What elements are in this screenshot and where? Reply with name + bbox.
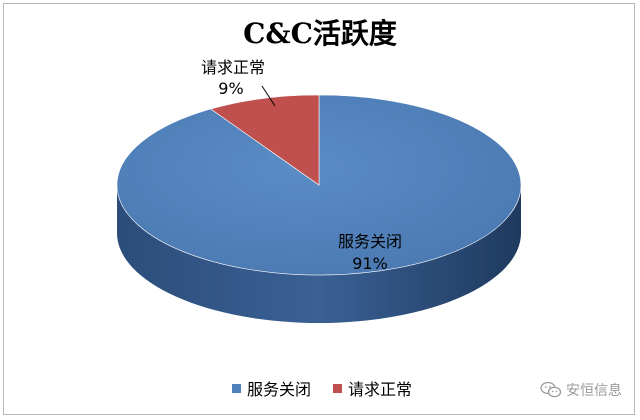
wechat-icon [540, 381, 562, 398]
chart-title: C&C活跃度 [243, 17, 397, 50]
legend: 服务关闭 请求正常 [232, 376, 412, 400]
leader-line [261, 85, 276, 107]
slice-value-request-normal: 9% [218, 79, 243, 98]
legend-swatch-request-normal [333, 383, 343, 393]
pie-slice-1 [210, 94, 320, 186]
legend-label-service-closed: 服务关闭 [247, 380, 312, 399]
slice-label-request-normal: 请求正常 [201, 58, 265, 77]
slice-value-service-closed: 91% [352, 254, 388, 273]
legend-swatch-service-closed [232, 383, 241, 393]
legend-item-request-normal: 请求正常 [333, 376, 412, 400]
legend-label-request-normal: 请求正常 [348, 380, 413, 399]
pie-side-wall [117, 185, 521, 323]
watermark: 安恒信息 [540, 380, 622, 400]
watermark-text: 安恒信息 [566, 383, 622, 399]
slice-label-service-closed: 服务关闭 [338, 232, 402, 251]
legend-item-service-closed: 服务关闭 [232, 376, 311, 400]
